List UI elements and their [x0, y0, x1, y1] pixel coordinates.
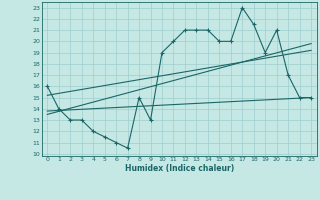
X-axis label: Humidex (Indice chaleur): Humidex (Indice chaleur) [124, 164, 234, 173]
